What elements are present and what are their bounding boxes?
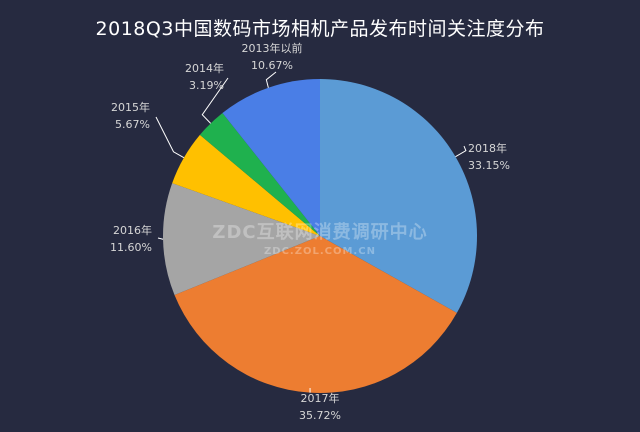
pie-slice [320,79,477,313]
slice-label: 2016年 [113,223,152,237]
slice-label: 2014年 [185,61,224,75]
leader-line [155,116,185,159]
watermark-url: ZDC.ZOL.COM.CN [264,246,376,257]
pie-slice [172,134,320,236]
pie-slice [174,236,457,394]
pie-slice [163,183,320,295]
leader-line [157,237,164,240]
pie-slice [199,112,320,236]
slice-value-label: 35.72% [299,409,341,422]
slice-label: 2013年以前 [242,41,303,55]
slice-label: 2018年 [468,141,507,155]
leader-line [201,77,229,124]
leader-line [265,71,277,88]
chart-title: 2018Q3中国数码市场相机产品发布时间关注度分布 [95,18,545,40]
watermark-text: ZDC互联网消费调研中心 [212,222,428,243]
pie-slice [222,79,320,236]
slice-label: 2017年 [301,391,340,405]
slice-value-label: 11.60% [110,241,152,254]
leader-line [455,145,467,158]
slice-value-label: 33.15% [468,159,510,172]
slice-value-label: 5.67% [115,118,150,131]
slice-value-label: 10.67% [251,59,293,72]
slice-value-label: 3.19% [189,79,224,92]
slice-label: 2015年 [111,100,150,114]
